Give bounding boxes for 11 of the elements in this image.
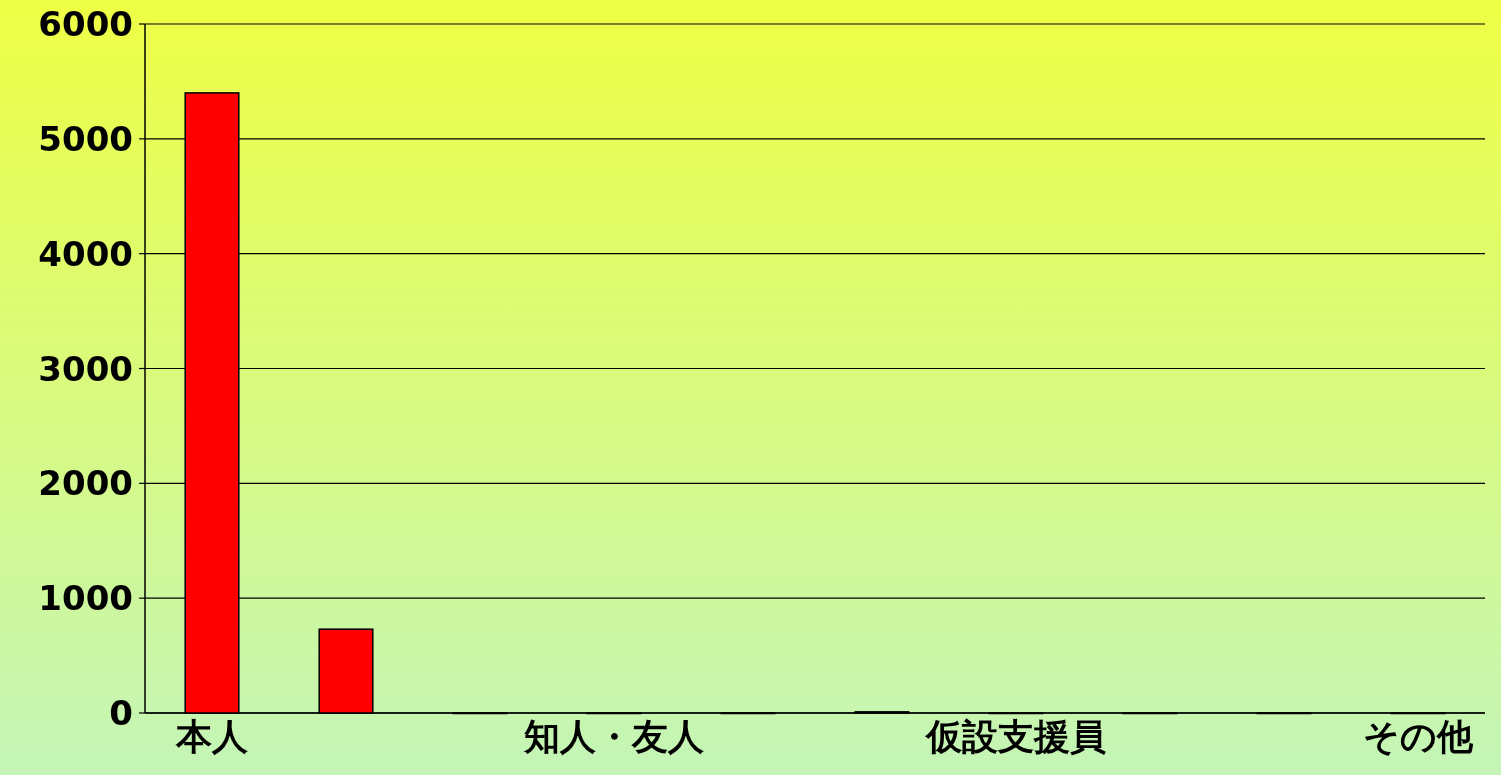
y-tick-label: 2000 [38,463,133,504]
x-tick-label: その他 [1363,716,1474,758]
x-tick-label: 知人・友人 [523,716,704,758]
y-tick-label: 6000 [38,4,133,44]
y-tick-label: 1000 [38,578,133,619]
y-tick-label: 5000 [38,118,133,159]
x-tick-label: 本人 [175,716,248,758]
y-tick-label: 0 [109,693,133,733]
x-tick-label: 仮設支援員 [924,716,1106,758]
y-tick-label: 3000 [38,348,133,389]
y-tick-label: 4000 [38,233,133,274]
